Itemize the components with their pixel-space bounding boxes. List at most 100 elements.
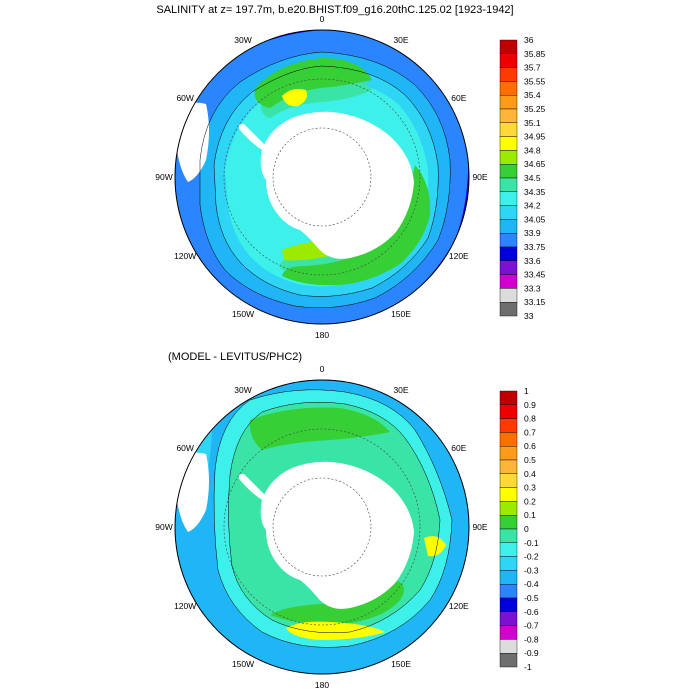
longitude-label: 150E (391, 309, 411, 319)
longitude-label: 90W (155, 522, 172, 532)
colorbar-swatch (499, 528, 518, 544)
top-panel: SALINITY at z= 197.7m, b.e20.BHIST.f09_g… (155, 4, 545, 340)
colorbar-label: 35.85 (524, 49, 546, 59)
colorbar-label: -0.8 (524, 634, 539, 644)
colorbar-swatch (499, 288, 518, 303)
colorbar-swatch (499, 653, 518, 668)
colorbar-label: -1 (524, 662, 532, 672)
colorbar-label: 33 (524, 311, 534, 321)
longitude-label: 180 (315, 330, 329, 340)
colorbar-label: 33.6 (524, 256, 541, 266)
top-field-34-95-spot (282, 88, 307, 107)
longitude-label: 150W (232, 659, 254, 669)
longitude-label: 120W (174, 601, 196, 611)
colorbar-label: 34.35 (524, 187, 546, 197)
longitude-label: 30E (393, 35, 408, 45)
longitude-label: 90E (472, 172, 487, 182)
colorbar-swatch (499, 274, 518, 289)
bottom-antarctica (260, 461, 414, 609)
colorbar-swatch (499, 163, 518, 179)
colorbar-swatch (499, 487, 518, 502)
colorbar-label: 34.05 (524, 214, 546, 224)
colorbar-swatch (499, 94, 518, 110)
colorbar-label: -0.1 (524, 538, 539, 548)
colorbar-swatch (499, 501, 518, 516)
colorbar-label: 35.55 (524, 76, 546, 86)
bottom-field-03-pacific (286, 621, 385, 640)
bottom-colorbar: 1 0.9 0.8 0.7 0.6 0.5 0.4 0.3 0.2 0.1 0 -0.1 -0.2 -0.… (499, 386, 539, 672)
colorbar-swatch (499, 515, 518, 530)
colorbar-label: -0.5 (524, 593, 539, 603)
colorbar-swatch (499, 473, 518, 488)
top-field-34-65-east (282, 165, 431, 286)
top-antarctica (260, 111, 414, 259)
bottom-panel-title: (MODEL - LEVITUS/PHC2) (168, 351, 302, 363)
colorbar-label: 0.2 (524, 496, 536, 506)
colorbar-label: 34.5 (524, 173, 541, 183)
bottom-contours (213, 389, 453, 648)
colorbar-swatch (499, 570, 518, 585)
colorbar-swatch (499, 446, 518, 461)
colorbar-label: 1 (524, 386, 529, 396)
longitude-label: 150W (232, 309, 254, 319)
longitude-label: 90E (472, 522, 487, 532)
colorbar-swatch (499, 459, 518, 475)
bottom-longitude-labels: 0 30E 60E 90E 120E 150E 180 150W 120W 90W 60W 30W (155, 364, 488, 690)
colorbar-label: -0.4 (524, 579, 539, 589)
colorbar-label: -0.2 (524, 552, 539, 562)
colorbar-swatch (499, 191, 518, 206)
colorbar-label: -0.9 (524, 648, 539, 658)
colorbar-label: 33.75 (524, 242, 546, 252)
colorbar-swatch (499, 556, 518, 571)
longitude-label: 120E (449, 601, 469, 611)
colorbar-swatch (499, 150, 518, 165)
colorbar-label: 35.7 (524, 63, 541, 73)
colorbar-label: 0.1 (524, 510, 536, 520)
colorbar-label: 0.4 (524, 469, 536, 479)
colorbar-swatch (499, 136, 518, 151)
longitude-label: 0 (320, 364, 325, 374)
colorbar-label: 34.8 (524, 145, 541, 155)
colorbar-swatch (499, 260, 518, 275)
colorbar-swatch (499, 108, 518, 124)
longitude-label: 60E (451, 443, 466, 453)
longitude-label: 120W (174, 251, 196, 261)
colorbar-swatch (499, 432, 518, 447)
longitude-label: 30W (234, 35, 251, 45)
colorbar-swatch (499, 122, 518, 137)
colorbar-swatch (499, 205, 518, 220)
longitude-label: 90W (155, 172, 172, 182)
bottom-panel: (MODEL - LEVITUS/PHC2) (155, 351, 539, 690)
colorbar-swatch (499, 302, 518, 317)
colorbar-swatch (499, 232, 518, 248)
longitude-label: 180 (315, 680, 329, 690)
colorbar-label: -0.7 (524, 621, 539, 631)
colorbar-label: 0.3 (524, 483, 536, 493)
top-contours (199, 51, 451, 309)
colorbar-label: -0.6 (524, 607, 539, 617)
colorbar-swatch (499, 404, 518, 419)
colorbar-swatch (499, 625, 518, 640)
colorbar-swatch (499, 584, 518, 599)
top-longitude-labels: 0 30E 60E 90E 120E 150E 180 150W 120W 90W 60W 30W (155, 14, 488, 340)
colorbar-label: 0.6 (524, 441, 536, 451)
colorbar-label: 0.8 (524, 414, 536, 424)
colorbar-swatch (499, 177, 518, 193)
colorbar-swatch (499, 611, 518, 626)
colorbar-swatch (499, 246, 518, 262)
colorbar-label: 35.4 (524, 90, 541, 100)
colorbar-label: 0.9 (524, 400, 536, 410)
colorbar-label: 34.95 (524, 132, 546, 142)
top-map-border (174, 29, 470, 325)
colorbar-swatch (499, 597, 518, 613)
colorbar-swatch (499, 639, 518, 654)
colorbar-label: 35.1 (524, 118, 541, 128)
bottom-graticule (223, 428, 421, 626)
colorbar-swatch (499, 39, 518, 55)
colorbar-label: 34.2 (524, 201, 541, 211)
colorbar-label: 33.3 (524, 283, 541, 293)
bottom-field-01-weddell (249, 407, 390, 450)
longitude-label: 30E (393, 385, 408, 395)
colorbar-label: 33.45 (524, 270, 546, 280)
